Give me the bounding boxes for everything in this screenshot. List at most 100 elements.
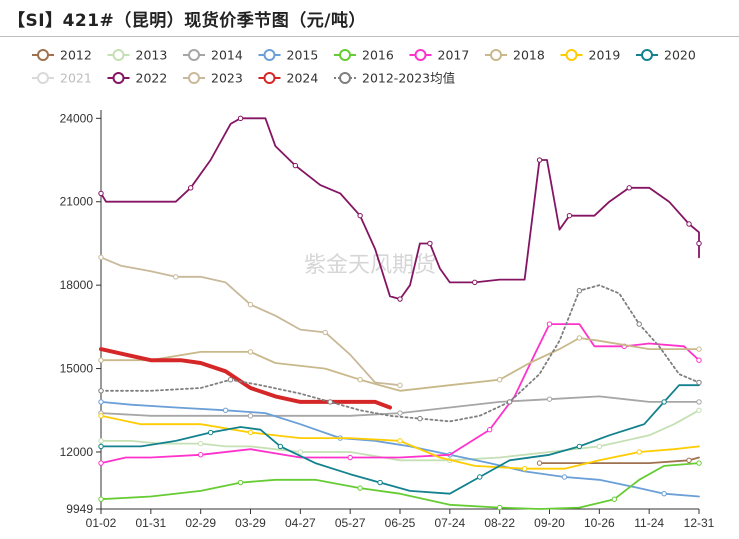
series-point-2019 [98,413,104,419]
x-tick-label: 11-24 [634,516,664,530]
legend-swatch-marker [37,72,49,84]
legend-item-2017[interactable]: 2017 [409,48,470,63]
title-divider [0,36,739,37]
series-point-2020 [576,443,583,450]
series-point-2016 [357,485,363,491]
series-point-2022 [237,115,244,122]
series-point-2022 [357,212,363,219]
y-tick-label: 12000 [60,445,94,459]
legend-label: 2014 [211,48,243,63]
series-line-2016 [100,462,700,510]
series-point-2023 [173,274,179,280]
y-tick-label: 18000 [60,278,94,292]
x-tick-label: 03-29 [235,516,266,530]
series-point-2012-2023 [98,388,104,394]
series-point-2022 [472,279,478,286]
series-point-2013 [596,443,603,450]
legend-label: 2024 [287,71,319,86]
series-point-2020 [661,399,667,405]
series-point-2022 [188,185,194,191]
x-tick-label: 04-27 [285,516,316,530]
legend-item-2012[interactable]: 2012 [32,48,92,63]
series-line-2024 [99,347,392,410]
x-tick-label: 07-24 [434,516,465,530]
series-point-2022 [536,157,543,163]
legend-item-2015[interactable]: 2015 [258,48,319,63]
series-point-2015 [98,399,104,405]
series-line-2012-2023 [100,284,700,423]
series-point-2022 [292,162,299,169]
series-point-2019 [397,438,403,444]
legend-item-2019[interactable]: 2019 [560,48,621,63]
legend-item-2012-2023[interactable]: 2012-2023均值 [334,71,455,86]
x-tick-label: 01-02 [86,516,117,530]
series-point-2012-2023 [576,288,583,294]
series-point-2022 [626,185,632,191]
legend-item-2021[interactable]: 2021 [32,71,92,86]
legend-label: 2016 [362,48,394,63]
legend[interactable]: 2012 2013 2014 2015 2016 2017 2018 2019 2020 2021… [32,48,696,86]
series-point-2023 [247,301,254,308]
legend-swatch-marker [263,49,276,61]
legend-item-2022[interactable]: 2022 [107,71,168,86]
series-point-2012-2023 [327,399,333,405]
x-tick-label: 01-31 [135,516,166,530]
legend-label: 2021 [60,71,92,86]
series-point-2015 [222,407,229,413]
series-point-2016 [611,496,617,502]
legend-swatch-marker [490,49,502,61]
legend-label: 2013 [136,48,168,63]
legend-swatch-marker [414,49,427,61]
series-point-2015 [661,490,667,497]
axes: 9949 12000 15000 18000 21000 24000 01-02 01-31 0… [60,110,715,530]
series-point-2018 [98,357,104,363]
legend-label: 2020 [664,48,696,63]
series-point-2014 [696,399,702,405]
series-line-2019 [100,414,700,470]
series-point-2014 [247,413,254,419]
legend-label: 2012-2023均值 [362,71,455,86]
series-point-2022 [696,240,702,247]
series-point-2019 [247,429,254,436]
series-point-2012-2023 [417,415,423,422]
legend-item-2018[interactable]: 2018 [485,48,545,63]
series-point-2022 [397,296,403,302]
series-point-2012-2023 [696,379,702,386]
x-tick-label: 02-29 [185,516,216,530]
legend-item-2023[interactable]: 2023 [183,71,243,86]
series-point-2018 [247,349,254,355]
legend-swatch-marker [565,49,578,61]
series-point-2020 [207,429,214,436]
series-point-2015 [561,474,568,480]
y-tick-label: 9949 [66,502,93,516]
legend-swatch-marker [339,72,351,84]
legend-item-2014[interactable]: 2014 [183,48,243,63]
legend-label: 2018 [513,48,545,63]
legend-item-2013[interactable]: 2013 [107,48,168,63]
series-point-2016 [237,479,244,486]
series-point-2023 [98,254,104,261]
legend-item-2020[interactable]: 2020 [636,48,696,63]
series-point-2018 [576,335,583,341]
series-point-2022 [566,212,573,219]
y-tick-label: 24000 [60,111,94,125]
legend-item-2016[interactable]: 2016 [334,48,394,63]
series-point-2013 [197,440,204,447]
series-point-2017 [98,460,104,466]
legend-swatch-marker [188,72,200,84]
chart-title: 【SI】421#（昆明）现货价季节图（元/吨） [8,11,367,31]
legend-swatch-marker [339,49,351,61]
series-point-2020 [98,443,104,450]
series-point-2022 [427,240,433,247]
series-point-2012-2023 [227,376,234,383]
y-tick-label: 15000 [60,362,94,376]
series-point-2017 [347,454,353,461]
legend-swatch-marker [263,72,276,84]
series-line-2012 [538,456,700,464]
series-point-2018 [696,346,702,352]
legend-swatch-marker [112,49,125,61]
legend-item-2024[interactable]: 2024 [258,71,319,86]
series-point-2017 [197,452,204,458]
